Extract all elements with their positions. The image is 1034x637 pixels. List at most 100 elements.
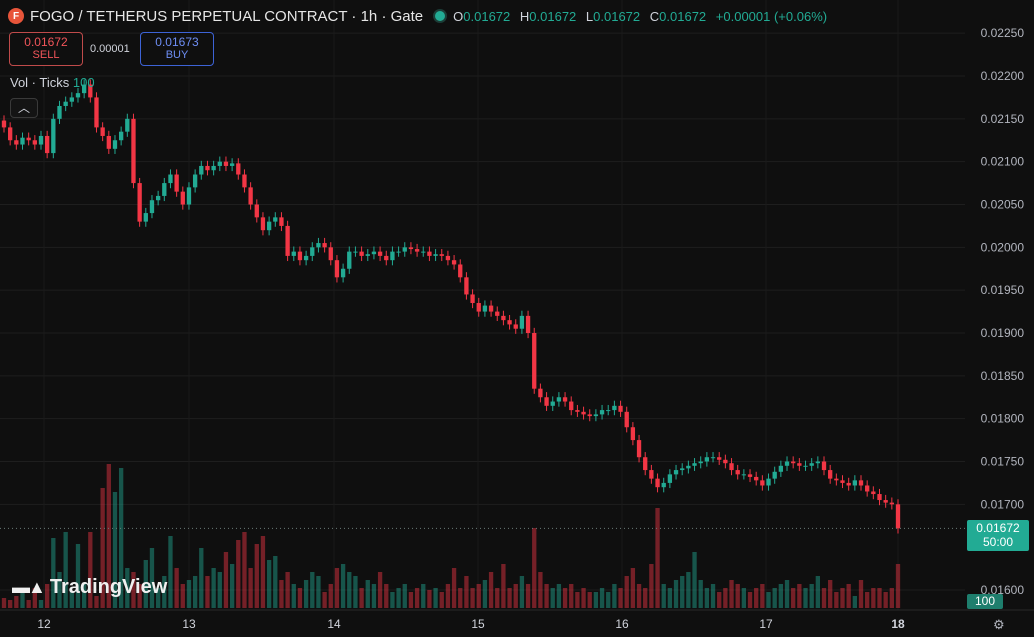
volume-bar <box>501 564 506 608</box>
volume-bar <box>606 592 611 608</box>
volume-bar <box>562 588 568 608</box>
candle-body <box>205 165 210 171</box>
volume-bar <box>14 596 19 608</box>
candle-body <box>445 255 451 261</box>
volume-bar <box>427 590 432 608</box>
y-tick-label: 0.01700 <box>981 497 1025 511</box>
candle-body <box>482 305 488 312</box>
volume-bar <box>673 580 679 608</box>
candle-body <box>384 255 389 261</box>
volume-bar <box>772 588 777 608</box>
candle-body <box>260 217 266 231</box>
candle-body <box>784 461 790 466</box>
candle-body <box>538 388 543 398</box>
candle-body <box>94 97 99 128</box>
chart-settings-icon[interactable]: ⚙ <box>993 617 1005 632</box>
candle-body <box>297 251 303 261</box>
candle-body <box>266 221 272 231</box>
volume-bar <box>680 576 685 608</box>
candle-body <box>877 494 882 501</box>
y-tick-label: 0.01800 <box>981 412 1025 426</box>
candle-body <box>729 463 734 471</box>
candle-body <box>630 427 636 441</box>
volume-bar <box>205 576 210 608</box>
volume-bar <box>846 584 851 608</box>
volume-bar <box>328 584 333 608</box>
candle-body <box>390 251 395 261</box>
volume-bar <box>131 572 136 608</box>
candle-body <box>735 470 740 475</box>
volume-bar <box>248 568 253 608</box>
candle-body <box>254 204 259 218</box>
candle-body <box>402 247 407 252</box>
volume-indicator-value: 100 <box>72 75 95 90</box>
volume-bar <box>815 576 821 608</box>
y-tick-label: 0.02050 <box>981 198 1025 212</box>
collapse-legend-button[interactable]: ︿ <box>10 98 38 118</box>
chevron-up-icon: ︿ <box>17 101 30 115</box>
candle-body <box>544 397 549 406</box>
candle-body <box>396 251 401 253</box>
candle-body <box>797 463 802 466</box>
volume-bar <box>630 568 636 608</box>
candle-body <box>704 457 710 462</box>
symbol-title[interactable]: FOGO / TETHERUS PERPETUAL CONTRACT · 1h … <box>30 7 424 25</box>
volume-bar <box>57 572 62 608</box>
volume-bar <box>834 592 839 608</box>
candle-body <box>180 191 185 205</box>
volume-bar <box>303 580 309 608</box>
candle-body <box>69 97 74 102</box>
candle-body <box>421 251 426 253</box>
volume-bar <box>766 592 771 608</box>
candle-body <box>100 127 105 136</box>
volume-bar <box>704 588 710 608</box>
buy-price: 0.01673 <box>155 35 199 49</box>
gate-logo-icon: F <box>8 8 24 24</box>
volume-bar <box>858 580 864 608</box>
volume-bar <box>273 556 278 608</box>
candle-body <box>649 470 654 479</box>
candle-body <box>661 482 666 488</box>
candle-body <box>895 504 901 529</box>
volume-bar <box>106 464 111 608</box>
change-value: +0.00001 (+0.06%) <box>715 8 828 24</box>
candle-body <box>865 485 870 492</box>
volume-bar <box>371 584 377 608</box>
candle-body <box>223 161 229 166</box>
candle-body <box>532 333 537 389</box>
volume-legend[interactable]: Vol · Ticks 100 <box>10 75 95 90</box>
volume-bar <box>162 576 167 608</box>
candle-body <box>8 127 13 141</box>
volume-bar <box>649 564 654 608</box>
volume-bar <box>439 592 444 608</box>
volume-bar <box>390 592 395 608</box>
volume-bar <box>149 548 155 608</box>
candle-body <box>587 414 592 417</box>
candle-body <box>698 461 703 464</box>
candle-body <box>365 254 370 256</box>
volume-bar <box>797 584 802 608</box>
volume-bar <box>51 538 56 608</box>
candle-body <box>248 187 253 205</box>
candle-body <box>38 135 44 145</box>
volume-bar <box>877 588 882 608</box>
candle-body <box>279 217 284 226</box>
buy-button[interactable]: 0.01673 BUY <box>140 32 214 66</box>
volume-bar <box>476 584 481 608</box>
y-tick-label: 0.02000 <box>981 240 1025 254</box>
x-tick-label: 14 <box>327 617 341 631</box>
volume-bar <box>760 584 765 608</box>
tradingview-mark-icon: ▬▲ <box>12 577 46 597</box>
sell-button[interactable]: 0.01672 SELL <box>9 32 83 66</box>
volume-bar <box>895 564 901 608</box>
candle-body <box>766 478 771 486</box>
candle-body <box>371 251 377 255</box>
last-price-tag: 0.01672 50:00 <box>967 520 1029 551</box>
volume-bar <box>81 584 87 608</box>
volume-bar <box>125 568 130 608</box>
candle-body <box>414 249 420 252</box>
volume-bar <box>38 600 44 608</box>
candle-body <box>458 264 463 278</box>
volume-bar <box>260 536 266 608</box>
